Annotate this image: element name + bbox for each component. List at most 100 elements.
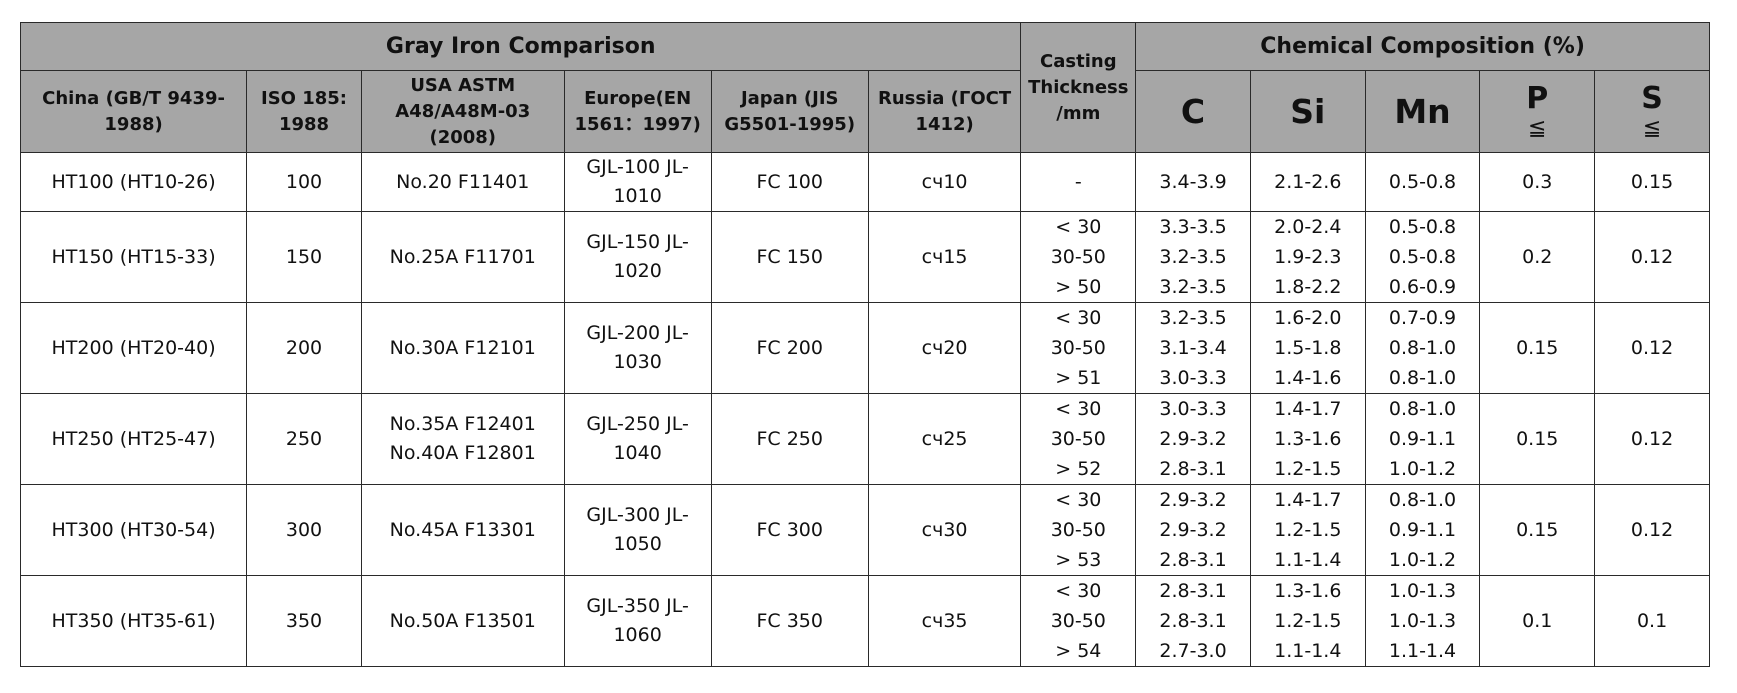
usa-grade-cell: No.35A F12401 No.40A F12801 [360, 393, 565, 485]
less-equal-symbol: ≦ [1642, 115, 1662, 141]
silicon-cell: 1.4-1.7 1.3-1.6 1.2-1.5 [1249, 393, 1366, 485]
silicon-cell-value: 1.4-1.6 [1274, 367, 1342, 389]
manganese-cell-value: 0.8-1.0 [1388, 337, 1457, 359]
usa-grade-cell-value: No.45A F13301 [389, 518, 536, 541]
casting-thickness-cell: < 30 30-50 > 51 [1020, 302, 1137, 394]
silicon-cell-value: 1.2-1.5 [1274, 458, 1342, 480]
silicon-header: Si [1249, 70, 1366, 153]
table-body: HT100 (HT10-26) 100 No.20 F11401 GJL-100 JL… [19, 152, 1710, 667]
manganese-cell-value: 0.8-1.0 [1388, 489, 1457, 511]
less-equal-symbol: ≦ [1528, 115, 1547, 141]
iso-grade-cell: 350 [246, 575, 362, 667]
silicon-cell-value: 1.4-1.7 [1274, 489, 1342, 511]
usa-grade-cell-value: No.35A F12401 [389, 413, 536, 435]
phosphorus-cell: 0.1 [1479, 575, 1596, 667]
sulfur-cell: 0.1 [1594, 575, 1710, 667]
silicon-cell-value: 1.6-2.0 [1274, 307, 1342, 329]
silicon-cell: 1.3-1.6 1.2-1.5 1.1-1.4 [1249, 575, 1366, 667]
europe-grade-cell: GJL-150 JL-1020 [563, 211, 712, 303]
europe-grade-cell: GJL-250 JL-1040 [563, 393, 712, 485]
casting-thickness-cell: < 30 30-50 > 50 [1020, 211, 1137, 303]
carbon-cell: 2.8-3.1 2.8-3.1 2.7-3.0 [1135, 575, 1251, 667]
casting-thickness-cell-value: > 52 [1055, 458, 1102, 480]
usa-grade-cell: No.30A F12101 [360, 302, 565, 394]
casting-thickness-cell: < 30 30-50 > 54 [1020, 575, 1137, 667]
manganese-cell-value: 0.6-0.9 [1388, 276, 1457, 298]
casting-thickness-cell-value: < 30 [1055, 580, 1102, 602]
silicon-cell-value: 2.1-2.6 [1274, 171, 1342, 193]
casting-thickness-cell-value: < 30 [1055, 489, 1102, 511]
china-grade-cell: HT300 (HT30-54) [19, 484, 248, 576]
europe-grade-cell: GJL-300 JL-1050 [563, 484, 712, 576]
casting-thickness-cell: < 30 30-50 > 52 [1020, 393, 1137, 485]
table-row: HT300 (HT30-54) 300 No.45A F13301 GJL-300 J… [19, 484, 1710, 576]
manganese-cell: 1.0-1.3 1.0-1.3 1.1-1.4 [1364, 575, 1481, 667]
silicon-cell-value: 1.2-1.5 [1274, 610, 1342, 632]
sulfur-label: S [1641, 80, 1663, 116]
phosphorus-cell: 0.15 [1479, 393, 1596, 485]
japan-grade-cell: FC 250 [710, 393, 869, 485]
sulfur-cell: 0.12 [1594, 484, 1710, 576]
europe-header: Europe(EN 1561：1997) [563, 70, 712, 153]
phosphorus-cell: 0.3 [1479, 152, 1596, 212]
china-grade-cell: HT250 (HT25-47) [19, 393, 248, 485]
casting-thickness-cell-value: > 54 [1055, 640, 1102, 662]
table-row: HT250 (HT25-47) 250 No.35A F12401 No.40A F1… [19, 393, 1710, 485]
russia-grade-cell: сч20 [867, 302, 1022, 394]
carbon-cell-value: 2.9-3.2 [1159, 519, 1227, 541]
casting-thickness-cell-value: > 53 [1055, 549, 1102, 571]
carbon-cell-value: 3.0-3.3 [1159, 367, 1227, 389]
manganese-cell-value: 0.8-1.0 [1388, 367, 1457, 389]
silicon-cell-value: 1.1-1.4 [1274, 640, 1342, 662]
silicon-cell: 2.1-2.6 [1249, 152, 1366, 212]
carbon-cell-value: 2.8-3.1 [1159, 610, 1227, 632]
sulfur-cell: 0.12 [1594, 211, 1710, 303]
carbon-cell-value: 3.2-3.5 [1159, 276, 1227, 298]
casting-thickness-cell-value: < 30 [1055, 216, 1102, 238]
china-grade-cell: HT100 (HT10-26) [19, 152, 248, 212]
japan-grade-cell: FC 350 [710, 575, 869, 667]
casting-thickness-cell-value: - [1074, 171, 1082, 193]
silicon-cell-value: 1.2-1.5 [1274, 519, 1342, 541]
manganese-cell-value: 0.5-0.8 [1388, 246, 1457, 268]
europe-grade-cell: GJL-350 JL-1060 [563, 575, 712, 667]
silicon-cell-value: 1.3-1.6 [1274, 428, 1342, 450]
table-row: HT350 (HT35-61) 350 No.50A F13501 GJL-350 J… [19, 575, 1710, 667]
gray-iron-comparison-table: Gray Iron Comparison Casting Thickness /… [19, 22, 1710, 667]
usa-grade-cell-value: No.25A F11701 [389, 245, 536, 268]
europe-grade-cell: GJL-200 JL-1030 [563, 302, 712, 394]
casting-thickness-cell-value: 30-50 [1050, 337, 1106, 359]
table-row: HT200 (HT20-40) 200 No.30A F12101 GJL-200 J… [19, 302, 1710, 394]
iso-grade-cell: 100 [246, 152, 362, 212]
silicon-cell-value: 2.0-2.4 [1274, 216, 1342, 238]
iso-header: ISO 185: 1988 [246, 70, 362, 153]
carbon-cell: 3.2-3.5 3.1-3.4 3.0-3.3 [1135, 302, 1251, 394]
japan-grade-cell: FC 100 [710, 152, 869, 212]
iso-grade-cell: 300 [246, 484, 362, 576]
usa-grade-cell: No.45A F13301 [360, 484, 565, 576]
phosphorus-header: P ≦ [1479, 70, 1596, 153]
manganese-cell-value: 0.9-1.1 [1388, 519, 1457, 541]
china-grade-cell: HT200 (HT20-40) [19, 302, 248, 394]
manganese-cell-value: 0.8-1.0 [1388, 398, 1457, 420]
manganese-cell: 0.8-1.0 0.9-1.1 1.0-1.2 [1364, 484, 1481, 576]
silicon-cell: 2.0-2.4 1.9-2.3 1.8-2.2 [1249, 211, 1366, 303]
silicon-cell: 1.6-2.0 1.5-1.8 1.4-1.6 [1249, 302, 1366, 394]
sulfur-cell: 0.12 [1594, 302, 1710, 394]
japan-grade-cell: FC 150 [710, 211, 869, 303]
manganese-cell-value: 0.5-0.8 [1388, 216, 1457, 238]
chemical-composition-header: Chemical Composition (%) [1135, 22, 1710, 71]
russia-grade-cell: сч10 [867, 152, 1022, 212]
casting-thickness-cell-value: < 30 [1055, 398, 1102, 420]
manganese-cell-value: 0.9-1.1 [1388, 428, 1457, 450]
russia-grade-cell: сч35 [867, 575, 1022, 667]
casting-thickness-cell: < 30 30-50 > 53 [1020, 484, 1137, 576]
casting-thickness-cell: - [1020, 152, 1137, 212]
carbon-cell-value: 2.9-3.2 [1159, 489, 1227, 511]
casting-thickness-header: Casting Thickness /mm [1020, 22, 1137, 153]
sulfur-header: S ≦ [1594, 70, 1710, 153]
carbon-cell-value: 2.8-3.1 [1159, 580, 1227, 602]
carbon-cell: 3.0-3.3 2.9-3.2 2.8-3.1 [1135, 393, 1251, 485]
usa-grade-cell: No.20 F11401 [360, 152, 565, 212]
china-header: China (GB/T 9439-1988) [19, 70, 248, 153]
